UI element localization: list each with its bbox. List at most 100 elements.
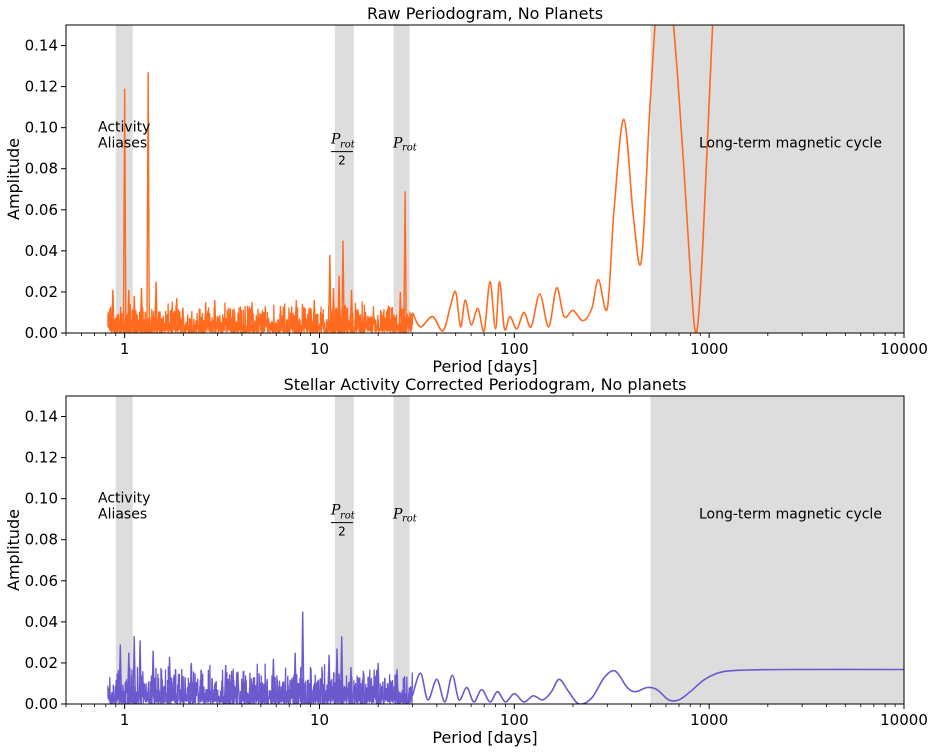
series-group [107, 611, 904, 704]
annotation-half-rot-num: P [330, 132, 341, 148]
shaded-region-half-rotation [334, 25, 354, 333]
annotation-rot-sub: rot [402, 514, 418, 525]
peak-15 [349, 667, 353, 704]
y-axis-label: Amplitude [4, 138, 23, 220]
y-tick-label: 0.12 [25, 449, 58, 467]
x-tick-label: 1000 [690, 340, 728, 358]
peak-7 [132, 296, 137, 333]
peak-16 [349, 289, 354, 333]
chart-title: Stellar Activity Corrected Periodogram, … [284, 375, 687, 394]
peak-1 [118, 644, 123, 704]
y-tick-label: 0.14 [25, 37, 58, 55]
y-tick-label: 0.02 [25, 654, 58, 672]
x-tick-label: 1000 [690, 711, 728, 729]
shaded-region-rotation [393, 396, 410, 704]
y-tick-label: 0.02 [25, 283, 58, 301]
annotation-activity-1: Activity [98, 120, 150, 136]
peak-2 [132, 636, 137, 704]
x-tick-label: 10 [310, 711, 329, 729]
series-smooth-line [411, 25, 714, 333]
peak-9 [212, 300, 217, 333]
series-noise [107, 301, 414, 333]
peak-11 [294, 300, 299, 333]
peak-8 [174, 298, 179, 333]
y-tick-label: 0.10 [25, 490, 58, 508]
annotation-half-rot-sub: rot [340, 140, 356, 151]
peak-4 [126, 652, 131, 704]
peak-16 [376, 662, 381, 704]
peak-12 [327, 254, 332, 333]
peak-14 [335, 648, 339, 704]
plot-frame [65, 24, 905, 334]
annotation-half-rot-sub: rot [340, 511, 356, 522]
peak-10 [250, 302, 254, 333]
annotation-rot-sub: rot [402, 143, 418, 154]
y-tick-label: 0.06 [25, 572, 58, 590]
annotation-rot: P [392, 136, 403, 152]
chart-title: Raw Periodogram, No Planets [367, 4, 603, 23]
annotation-activity-2: Aliases [98, 136, 147, 152]
chart-panel-2: 0.00 0.02 0.04 0.06 0.08 0.10 0.12 0.14 1 10 100 10… [4, 375, 928, 747]
chart-panel-1: 0.00 0.02 0.04 0.06 0.08 0.10 0.12 0.14 1 10 100 10… [4, 4, 928, 376]
peak-15 [337, 275, 341, 333]
y-tick-label: 0.06 [25, 201, 58, 219]
series-smooth-line [411, 668, 904, 704]
shaded-region-activity-aliases [115, 396, 133, 704]
shaded-region-rotation [393, 25, 410, 333]
annotation-long-term: Long-term magnetic cycle [699, 507, 882, 523]
annotation-half-rot-den: 2 [338, 525, 346, 539]
shaded-region-half-rotation [334, 396, 354, 704]
annotation-long-term: Long-term magnetic cycle [699, 136, 882, 152]
shaded-region-long-term-cycle [650, 25, 904, 333]
annotation-activity-1: Activity [98, 491, 150, 507]
plot-frame [65, 395, 905, 705]
annotation-activity-2: Aliases [98, 507, 147, 523]
shaded-region-long-term-cycle [650, 396, 904, 704]
peak-6 [167, 656, 172, 704]
peak-19 [312, 300, 317, 333]
x-tick-label: 100 [500, 340, 529, 358]
y-tick-label: 0.12 [25, 78, 58, 96]
x-tick-label: 1 [120, 340, 130, 358]
series-noise [107, 663, 414, 704]
annotation-half-rot-den: 2 [338, 154, 346, 168]
y-tick-label: 0.08 [25, 531, 58, 549]
peak-17 [395, 669, 399, 704]
x-tick-label: 10000 [880, 711, 928, 729]
peak-10 [300, 611, 305, 704]
peak-7 [189, 662, 194, 704]
peak-9 [271, 658, 276, 704]
peak-11 [293, 652, 298, 704]
y-tick-label: 0.04 [25, 613, 58, 631]
peak-4 [126, 289, 131, 333]
x-tick-label: 1 [120, 711, 130, 729]
y-tick-label: 0.00 [25, 695, 58, 713]
peak-5 [151, 650, 156, 704]
x-tick-label: 10 [310, 340, 329, 358]
y-tick-label: 0.00 [25, 324, 58, 342]
peak-6 [154, 281, 158, 333]
y-axis-label: Amplitude [4, 509, 23, 591]
annotation-half-rot-num: P [330, 503, 341, 519]
x-tick-label: 100 [500, 711, 529, 729]
x-axis-label: Period [days] [432, 728, 537, 747]
peak-1 [110, 289, 115, 333]
series-group [107, 25, 714, 333]
peak-2 [122, 88, 127, 333]
peak-18 [398, 291, 403, 333]
y-tick-label: 0.08 [25, 160, 58, 178]
x-tick-label: 10000 [880, 340, 928, 358]
peak-13 [331, 287, 336, 333]
x-axis-label: Period [days] [432, 357, 537, 376]
peak-5 [139, 287, 144, 333]
y-tick-label: 0.04 [25, 242, 58, 260]
peak-8 [223, 664, 228, 704]
annotation-rot: P [392, 507, 403, 523]
peak-12 [327, 654, 331, 704]
peak-3 [146, 72, 151, 333]
peak-3 [138, 640, 142, 704]
peak-17 [403, 191, 407, 333]
peak-13 [339, 636, 344, 704]
y-tick-label: 0.14 [25, 408, 58, 426]
